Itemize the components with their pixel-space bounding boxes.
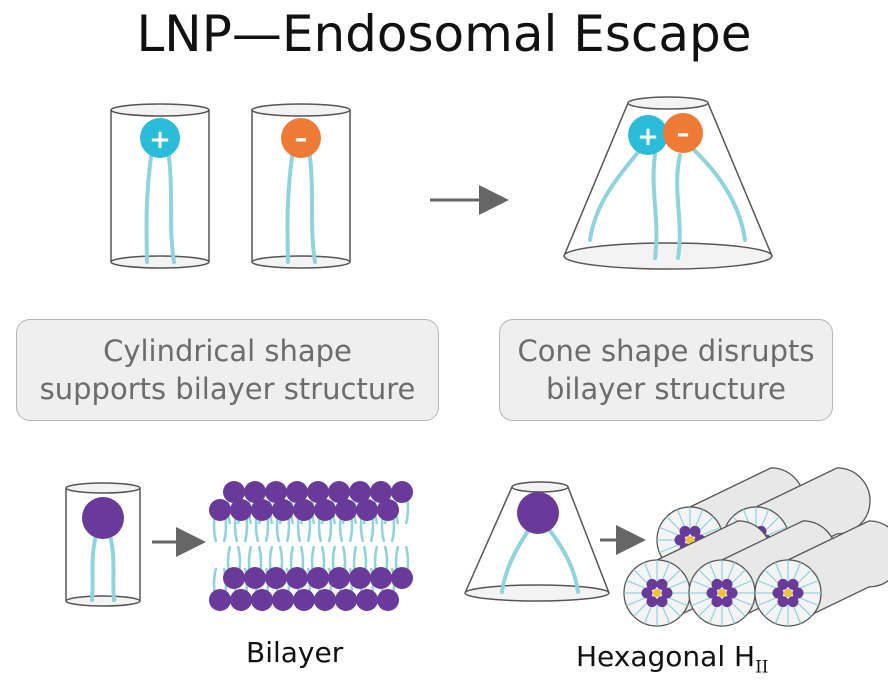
cylinder-lipid (65, 482, 141, 607)
hexagonal-phase-illustration (623, 467, 888, 628)
positive-charge: + (637, 122, 659, 152)
cylindrical-shape-caption: Cylindrical shape supports bilayer struc… (16, 319, 439, 421)
lipid-head-icon (265, 567, 287, 589)
caption-line-2: bilayer structure (545, 372, 787, 406)
lipid-head-icon (335, 589, 357, 611)
cylinder-anionic-lipid: – (251, 103, 351, 269)
lipid-head-icon (377, 589, 399, 611)
lipid-head-icon (370, 567, 392, 589)
lipid-head-icon (82, 497, 124, 539)
lipid-head-icon (377, 499, 399, 521)
lipid-head-icon (230, 499, 252, 521)
lipid-head-icon (286, 481, 308, 503)
lipid-head-icon (272, 499, 294, 521)
lipid-head-icon (314, 499, 336, 521)
lipid-head-icon (251, 499, 273, 521)
lipid-head-icon (335, 499, 357, 521)
negative-charge: – (295, 124, 308, 154)
lipid-head-icon (307, 567, 329, 589)
lipid-head-icon (517, 492, 559, 534)
caption-line-1: Cone shape disrupts (517, 334, 815, 368)
lipid-head-icon (356, 499, 378, 521)
cation-head-icon (140, 118, 180, 158)
cone-shape-caption: Cone shape disrupts bilayer structure (499, 319, 833, 421)
lipid-head-icon (209, 499, 231, 521)
page-title: LNP—Endosomal Escape (136, 5, 752, 63)
caption-line-1: Cylindrical shape (103, 334, 352, 368)
lipid-head-icon (286, 567, 308, 589)
lipid-head-icon (349, 567, 371, 589)
lipid-head-icon (244, 481, 266, 503)
bilayer-illustration (209, 481, 413, 611)
lipid-head-icon (265, 481, 287, 503)
hexagonal-tube (754, 520, 888, 628)
cone-ion-pair: + – (563, 96, 773, 270)
lipid-head-icon (230, 589, 252, 611)
lipid-head-icon (244, 567, 266, 589)
cation-head-icon (628, 115, 668, 155)
anion-head-icon (281, 118, 321, 158)
lipid-head-icon (223, 567, 245, 589)
bilayer-label: Bilayer (246, 636, 344, 669)
hexagonal-label-subscript: II (755, 657, 769, 678)
lipid-head-icon (307, 481, 329, 503)
positive-charge: + (149, 125, 171, 155)
lipid-head-icon (391, 481, 413, 503)
hexagonal-label-text: Hexagonal H (576, 640, 756, 673)
caption-line-2: supports bilayer structure (39, 372, 416, 406)
lipid-head-icon (391, 567, 413, 589)
lipid-head-icon (272, 589, 294, 611)
anion-head-icon (663, 113, 703, 153)
lipid-head-icon (251, 589, 273, 611)
negative-charge: – (677, 119, 690, 149)
cone-lipid (464, 481, 610, 602)
lipid-head-icon (349, 481, 371, 503)
hexagonal-label: Hexagonal HII (576, 640, 769, 678)
lipid-head-icon (328, 481, 350, 503)
lipid-head-icon (356, 589, 378, 611)
lipid-head-icon (223, 481, 245, 503)
lipid-head-icon (293, 499, 315, 521)
cylinder-cationic-lipid: + (110, 103, 210, 269)
lipid-head-icon (293, 589, 315, 611)
lipid-head-icon (328, 567, 350, 589)
lipid-head-icon (314, 589, 336, 611)
lipid-head-icon (370, 481, 392, 503)
lipid-head-icon (209, 589, 231, 611)
hexagonal-tube (688, 520, 837, 628)
